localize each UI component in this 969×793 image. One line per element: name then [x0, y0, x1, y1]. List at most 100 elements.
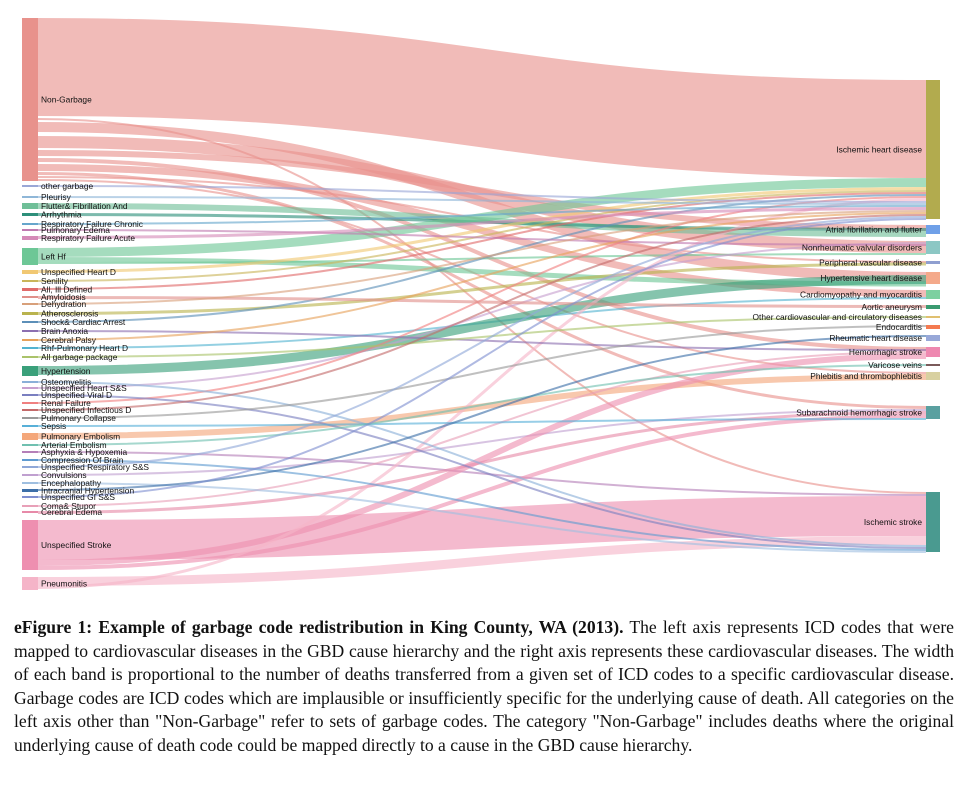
- left-node-label-pleurisy: Pleurisy: [41, 192, 72, 202]
- flow-other-garbage-to-ischemic-heart-disease: [37, 185, 927, 203]
- flow-senility-to-ischemic-heart-disease: [37, 190, 927, 282]
- right-node-label-subarachnoid-hemorrhagic-stroke: Subarachnoid hemorrhagic stroke: [796, 408, 922, 418]
- flow-left-hf-to-ischemic-heart-disease: [37, 178, 927, 257]
- right-node-varicose-veins: [926, 364, 940, 366]
- flow-all-ill-defined-to-ischemic-heart-disease: [37, 192, 927, 290]
- flow-non-garbage-to-hemorrhagic-stroke: [37, 158, 927, 351]
- left-node-respiratory-failure-acute: [22, 236, 38, 240]
- left-axis-nodes: Non-Garbage other garbagePleurisyFlutter&…: [22, 18, 149, 590]
- right-axis-nodes: Ischemic heart disease Atrial fibrillatio…: [753, 80, 940, 552]
- right-node-subarachnoid-hemorrhagic-stroke: [926, 406, 940, 419]
- left-node-asphyxia-hypoxemia: [22, 451, 38, 453]
- left-node-unspecified-respiratory-s-s: [22, 466, 38, 468]
- right-node-label-aortic-aneurysm: Aortic aneurysm: [861, 302, 922, 312]
- left-node-all-garbage-package: [22, 356, 38, 358]
- caption-text: The left axis represents ICD codes that …: [14, 617, 954, 755]
- left-node-label-sepsis: Sepsis: [41, 421, 66, 431]
- right-node-ischemic-heart-disease: [926, 80, 940, 219]
- left-node-label-unspecified-viral-d: Unspecified Viral D: [41, 390, 112, 400]
- flow-atherosclerosis-to-peripheral-vascular-disease: [37, 262, 927, 315]
- right-node-endocarditis: [926, 325, 940, 329]
- flow-asphyxia-hypoxemia-to-ischemic-stroke: [37, 451, 927, 496]
- flow-compression-of-brain-to-ischemic-stroke: [37, 459, 927, 551]
- left-node-label-left-hf: Left Hf: [41, 252, 66, 262]
- left-node-label-other-garbage: other garbage: [41, 181, 93, 191]
- left-node-senility: [22, 280, 38, 282]
- left-node-renal-failure: [22, 402, 38, 404]
- right-node-label-phlebitis-and-thrombophlebitis: Phlebitis and thrombophlebitis: [810, 371, 922, 381]
- left-node-pneumonitis: [22, 577, 38, 590]
- flow-unspecified-stroke-to-ischemic-stroke: [37, 496, 927, 560]
- flow-coma-stupor-to-hemorrhagic-stroke: [37, 351, 927, 507]
- left-node-label-hypertension: Hypertension: [41, 366, 91, 376]
- left-node-unspecified-infectious-d: [22, 409, 38, 411]
- right-node-ischemic-stroke: [926, 492, 940, 552]
- figure-caption: eFigure 1: Example of garbage code redis…: [14, 616, 954, 758]
- left-node-label-coma-stupor: Coma& Stupor: [41, 501, 96, 511]
- right-node-rheumatic-heart-disease: [926, 335, 940, 341]
- flow-unspecified-infectious-d-to-ischemic-heart-disease: [37, 214, 927, 411]
- flow-pneumonitis-to-ischemic-stroke: [37, 536, 927, 586]
- left-node-label-pulmonary-edema: Pulmonary Edema: [41, 225, 110, 235]
- flow-non-garbage-to-atrial-fibrillation-and-flutter: [37, 150, 927, 231]
- left-node-label-all-ill-defined: All, Ill Defined: [41, 285, 93, 295]
- right-node-label-hypertensive-heart-disease: Hypertensive heart disease: [821, 273, 923, 283]
- flow-arterial-embolism-to-varicose-veins: [37, 364, 927, 446]
- left-node-pulmonary-collapse: [22, 417, 38, 419]
- flow-non-garbage-to-ischemic-heart-disease: [37, 18, 927, 178]
- flow-links: [37, 18, 927, 589]
- left-node-label-senility: Senility: [41, 276, 69, 286]
- left-node-unspecified-heart-d: [22, 270, 38, 274]
- right-node-hemorrhagic-stroke: [926, 347, 940, 357]
- sankey-diagram: Non-Garbage other garbagePleurisyFlutter&…: [22, 18, 940, 590]
- left-node-non-garbage: [22, 18, 38, 181]
- left-node-label-arrhythmia: Arrhythmia: [41, 210, 82, 220]
- left-node-left-hf: [22, 248, 38, 265]
- right-node-aortic-aneurysm: [926, 305, 940, 309]
- flow-hypertension-to-hypertensive-heart-disease: [37, 275, 927, 375]
- left-node-pulmonary-edema: [22, 229, 38, 231]
- flow-pulmonary-edema-to-nonrheumatic-valvular-disorders: [37, 229, 927, 246]
- left-node-label-brain-anoxia: Brain Anoxia: [41, 326, 88, 336]
- left-node-label-pulmonary-collapse: Pulmonary Collapse: [41, 413, 116, 423]
- flow-encephalopathy-to-ischemic-stroke: [37, 482, 927, 553]
- left-node-label-unspecified-respiratory-s-s: Unspecified Respiratory S&S: [41, 462, 149, 472]
- flow-convulsions-to-subarachnoid-hemorrhagic-stroke: [37, 409, 927, 476]
- left-node-label-pneumonitis: Pneumonitis: [41, 579, 87, 589]
- flow-unspecified-heart-d-to-ischemic-heart-disease: [37, 187, 927, 273]
- flow-sepsis-to-subarachnoid-hemorrhagic-stroke: [37, 418, 927, 427]
- left-node-all-ill-defined: [22, 288, 38, 291]
- left-node-label-compression-of-brain: Compression Of Brain: [41, 455, 124, 465]
- left-node-respiratory-failure-chronic: [22, 223, 38, 225]
- left-node-label-osteomyelitis: Osteomyelitis: [41, 377, 91, 387]
- right-node-label-varicose-veins: Varicose veins: [868, 360, 922, 370]
- left-node-label-flutter-fibrillation-and: Flutter& Fibrillation And: [41, 201, 128, 211]
- flow-unspecified-stroke-to-subarachnoid-hemorrhagic-stroke: [37, 414, 927, 570]
- left-node-unspecified-gi-s-s: [22, 496, 38, 498]
- left-node-label-unspecified-infectious-d: Unspecified Infectious D: [41, 405, 131, 415]
- left-node-intracranial-hypertension: [22, 489, 38, 492]
- right-node-other-cardiovascular-and-circulatory-diseases: [926, 316, 940, 318]
- left-node-label-unspecified-heart-d: Unspecified Heart D: [41, 267, 116, 277]
- left-node-flutter-fibrillation-and: [22, 203, 38, 209]
- left-node-unspecified-stroke: [22, 520, 38, 570]
- left-node-rhf-pulmonary-heart-d: [22, 347, 38, 349]
- left-node-label-encephalopathy: Encephalopathy: [41, 478, 102, 488]
- right-node-label-other-cardiovascular-and-circulatory-diseases: Other cardiovascular and circulatory dis…: [753, 312, 922, 322]
- left-node-label-respiratory-failure-chronic: Respiratory Failure Chronic: [41, 219, 143, 229]
- right-node-label-endocarditis: Endocarditis: [876, 322, 922, 332]
- flow-respiratory-failure-acute-to-ischemic-heart-disease: [37, 207, 927, 239]
- left-node-arterial-embolism: [22, 444, 38, 446]
- left-node-label-cerebral-palsy: Cerebral Palsy: [41, 335, 97, 345]
- left-node-unspecified-viral-d: [22, 394, 38, 396]
- left-node-brain-anoxia: [22, 330, 38, 332]
- left-node-coma-stupor: [22, 505, 38, 507]
- flow-unspecified-heart-s-s-to-nonrheumatic-valvular-disorders: [37, 242, 927, 389]
- left-node-label-respiratory-failure-acute: Respiratory Failure Acute: [41, 233, 135, 243]
- right-node-label-hemorrhagic-stroke: Hemorrhagic stroke: [849, 347, 922, 357]
- flow-pneumonitis-to-ischemic-heart-disease: [37, 198, 927, 589]
- right-node-phlebitis-and-thrombophlebitis: [926, 372, 940, 380]
- left-node-shock-cardiac-arrest: [22, 321, 38, 323]
- right-node-label-ischemic-heart-disease: Ischemic heart disease: [836, 145, 922, 155]
- left-node-label-asphyxia-hypoxemia: Asphyxia & Hypoxemia: [41, 447, 127, 457]
